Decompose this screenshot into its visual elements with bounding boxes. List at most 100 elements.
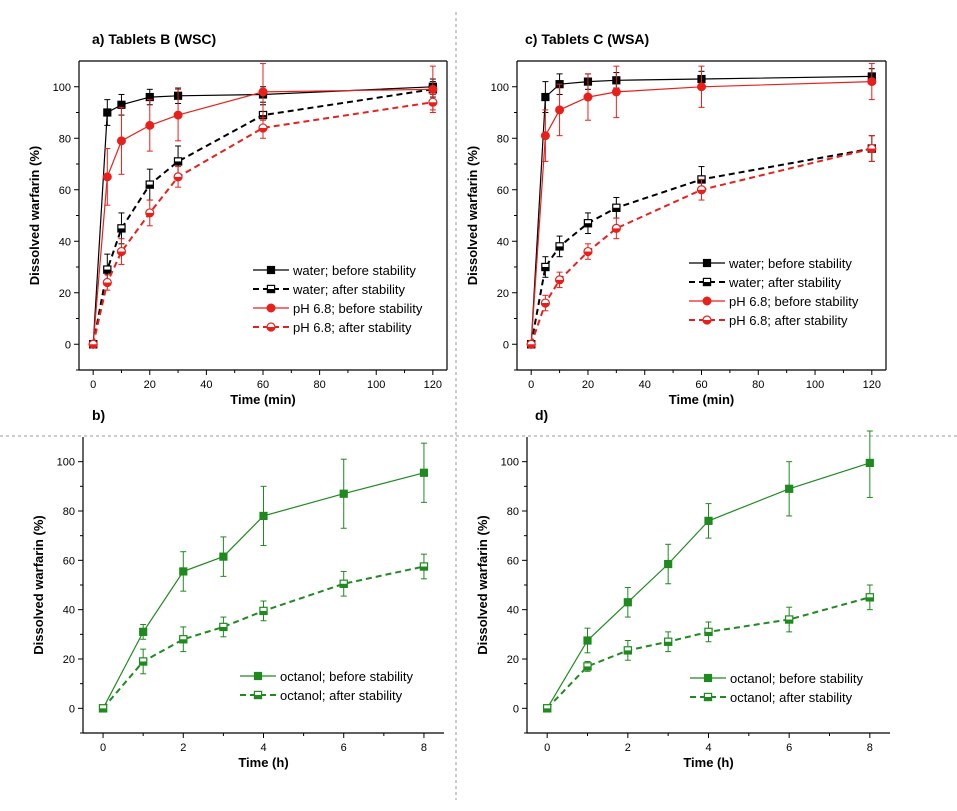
data-point: [179, 567, 188, 576]
data-point: [785, 484, 794, 493]
data-point: [145, 120, 155, 130]
legend-label: pH 6.8; after stability: [293, 320, 412, 335]
legend-marker: [702, 258, 712, 268]
data-point: [173, 110, 183, 120]
x-tick-label: 2: [180, 742, 186, 754]
data-point: [103, 108, 112, 117]
data-point: [540, 131, 550, 141]
data-point-fill: [541, 267, 549, 271]
data-point: [102, 172, 112, 182]
data-point: [555, 105, 565, 115]
data-point: [428, 84, 438, 94]
data-point-fill: [89, 344, 98, 349]
legend-label: pH 6.8; before stability: [293, 301, 423, 316]
y-tick-label: 40: [59, 236, 71, 248]
x-tick-label: 80: [313, 379, 325, 391]
legend-label: water; before stability: [292, 263, 416, 278]
legend-label: pH 6.8; before stability: [729, 294, 859, 309]
y-axis-label: Dissolved warfarin (%): [475, 515, 490, 654]
chart-panel-a: a) Tablets B (WSC) 0 20 40 60 80 100 120 0 20 40 60…: [27, 31, 448, 407]
x-tick-label: 120: [424, 379, 442, 391]
legend-marker-fill: [254, 695, 262, 699]
data-point-fill: [612, 207, 620, 212]
legend-label: octanol; before stability: [280, 669, 413, 684]
data-point: [139, 627, 148, 636]
legend: octanol; before stability octanol; after …: [690, 671, 863, 705]
data-point-fill: [174, 176, 183, 181]
chart-title: c) Tablets C (WSA): [525, 31, 649, 47]
data-point: [116, 136, 126, 146]
legend-marker-fill: [703, 282, 711, 286]
y-tick-label: 60: [507, 555, 519, 567]
x-tick-label: 0: [544, 742, 550, 754]
data-point-fill: [145, 212, 154, 217]
data-point: [583, 92, 593, 102]
data-point: [541, 92, 550, 102]
series-1: [542, 584, 875, 713]
y-tick-label: 80: [63, 506, 75, 518]
legend-label: octanol; after stability: [280, 688, 403, 703]
legend: octanol; before stability octanol; after …: [240, 669, 413, 703]
data-point-fill: [555, 279, 564, 284]
y-tick-label: 20: [59, 288, 71, 300]
data-point-fill: [704, 631, 713, 636]
data-point-fill: [99, 708, 107, 712]
data-point-fill: [117, 228, 126, 232]
data-point-fill: [259, 127, 267, 132]
y-tick-label: 0: [513, 703, 519, 715]
legend-marker-fill: [267, 327, 275, 331]
x-tick-label: 4: [705, 742, 711, 754]
data-point-fill: [785, 619, 793, 624]
legend-label: octanol; before stability: [730, 671, 863, 686]
y-axis-label: Dissolved warfarin (%): [27, 146, 42, 285]
data-point: [865, 458, 874, 467]
x-tick-label: 0: [100, 742, 106, 754]
x-axis-label: Time (h): [683, 755, 733, 770]
legend-marker-fill: [704, 697, 712, 701]
x-tick-label: 0: [528, 379, 534, 391]
y-tick-label: 40: [497, 236, 509, 248]
x-tick-label: 80: [752, 379, 764, 391]
data-point: [611, 87, 621, 97]
x-tick-label: 8: [867, 742, 873, 754]
data-point-fill: [174, 161, 182, 166]
x-tick-label: 20: [582, 379, 594, 391]
data-point-fill: [259, 610, 268, 615]
y-tick-label: 80: [497, 133, 509, 145]
chart-panel-c: c) Tablets C (WSA) 0 20 40 60 80 100 120 0 20 40 60…: [465, 31, 887, 407]
legend-label: pH 6.8; after stability: [729, 313, 848, 328]
x-tick-label: 60: [257, 379, 269, 391]
data-point-fill: [179, 639, 187, 643]
y-axis-label: Dissolved warfarin (%): [465, 146, 480, 285]
y-tick-label: 40: [63, 605, 75, 617]
legend: water; before stability water; after stab…: [689, 256, 859, 328]
x-tick-label: 100: [806, 379, 824, 391]
data-point-fill: [555, 246, 564, 250]
x-tick-label: 40: [200, 379, 212, 391]
x-tick-label: 0: [90, 379, 96, 391]
data-point: [259, 511, 268, 521]
chart-title: b): [92, 407, 105, 423]
data-point-fill: [867, 148, 876, 153]
y-tick-label: 80: [59, 133, 71, 145]
legend-marker-fill: [267, 289, 275, 293]
legend-label: water; after stability: [292, 282, 405, 297]
legend-label: water; after stability: [728, 275, 841, 290]
x-tick-label: 2: [625, 742, 631, 754]
x-tick-label: 120: [863, 379, 881, 391]
y-tick-label: 20: [497, 288, 509, 300]
data-point: [697, 82, 706, 92]
x-axis-label: Time (min): [230, 392, 296, 407]
data-point-fill: [219, 626, 227, 631]
y-tick-label: 60: [59, 185, 71, 197]
y-tick-label: 0: [65, 339, 71, 351]
x-tick-label: 8: [421, 742, 427, 754]
y-tick-label: 40: [507, 605, 519, 617]
legend-label: octanol; after stability: [730, 690, 853, 705]
x-tick-label: 6: [341, 742, 347, 754]
data-point-fill: [103, 269, 111, 274]
